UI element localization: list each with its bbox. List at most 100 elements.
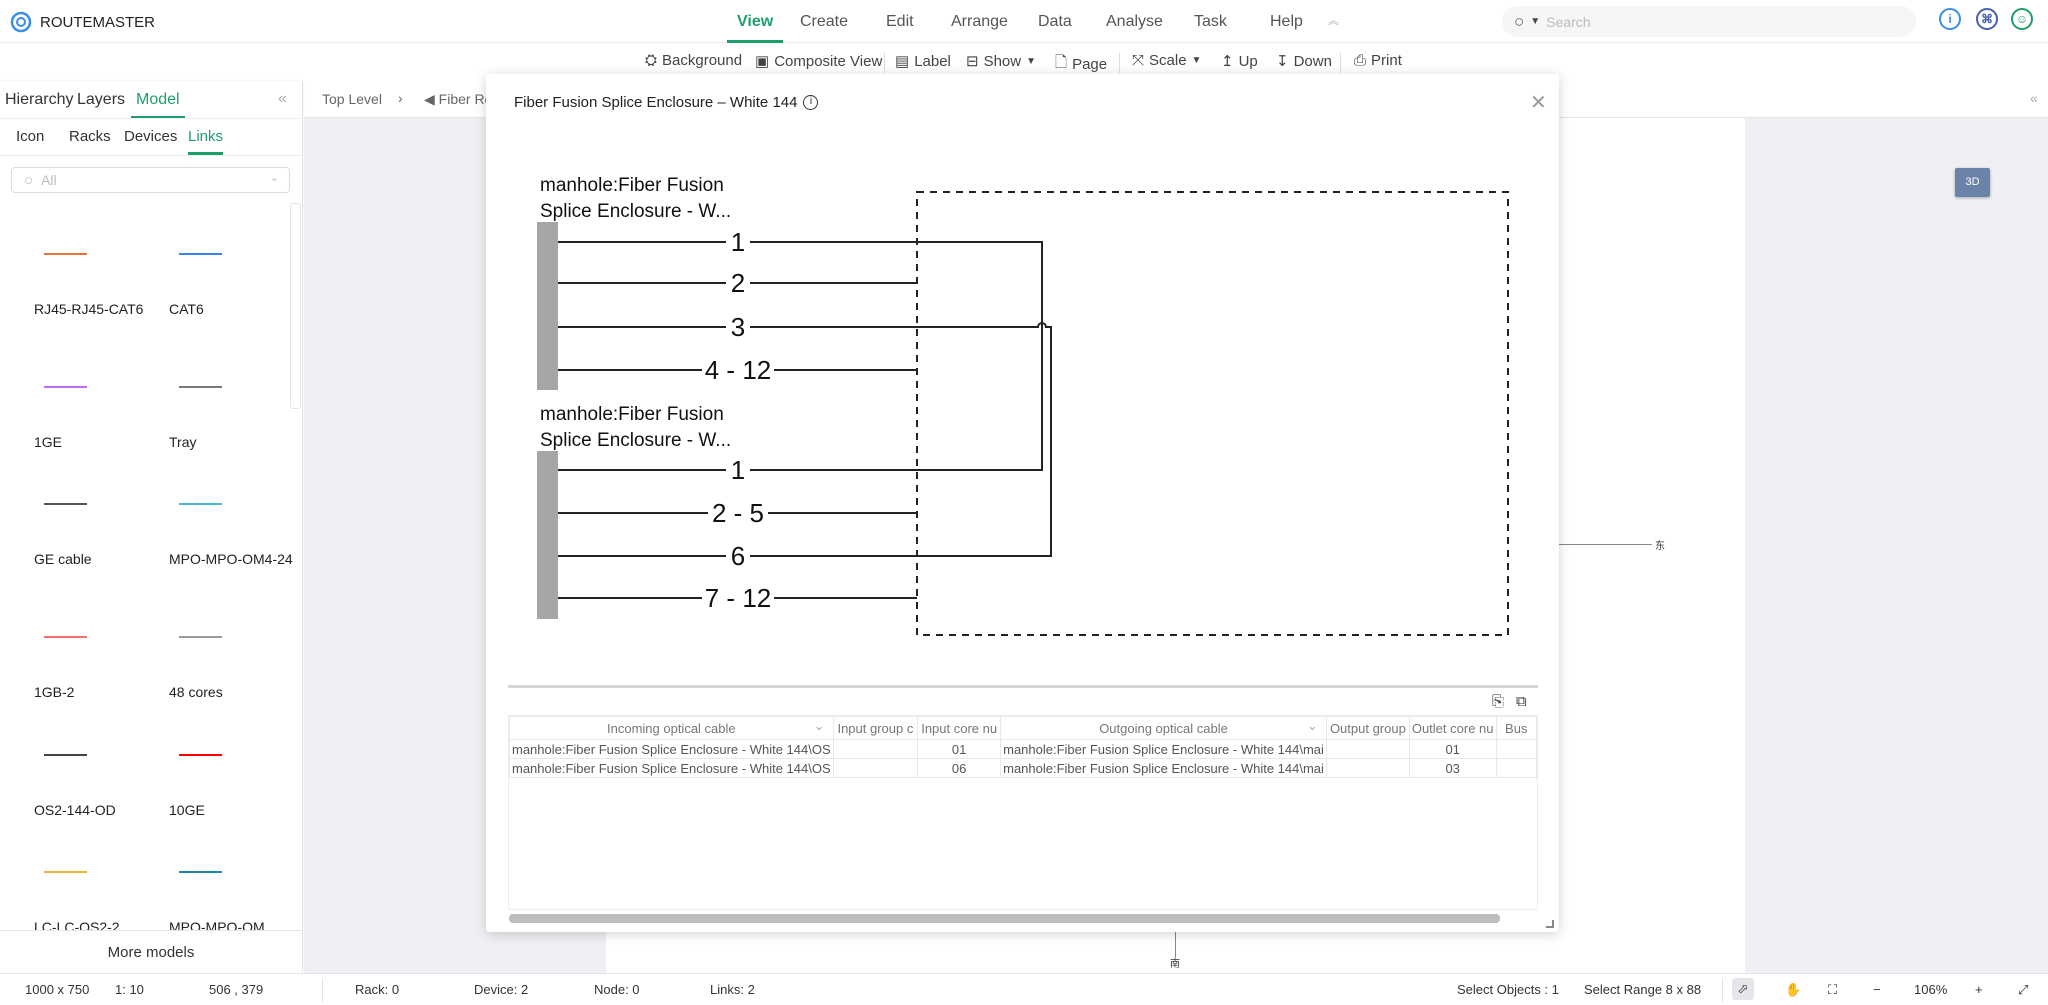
export-excel-icon[interactable]: ⎘	[1492, 693, 1505, 710]
splice-connection-3-6[interactable]	[917, 322, 1052, 557]
breadcrumb-top-level[interactable]: Top Level	[322, 91, 382, 107]
info-icon[interactable]: i	[803, 95, 819, 110]
pointer-tool-icon[interactable]: ⬀	[1732, 978, 1754, 1000]
cable-a-bar[interactable]	[537, 222, 558, 390]
link-model-item[interactable]: OS2-144-OD	[34, 754, 169, 871]
node-count: Node: 0	[594, 982, 640, 997]
link-model-item[interactable]: RJ45-RJ45-CAT6	[34, 253, 169, 370]
link-model-item[interactable]: MPO-MPO-OM4-24	[169, 503, 304, 620]
close-icon[interactable]: ✕	[1530, 92, 1547, 114]
down-button[interactable]: ↧ Down	[1276, 52, 1332, 71]
show-dropdown[interactable]: ⊟ Show ▼	[966, 52, 1036, 71]
horizontal-scrollbar[interactable]	[509, 914, 1500, 923]
collapse-right-icon[interactable]: «	[2030, 90, 2038, 106]
table-row[interactable]: manhole:Fiber Fusion Splice Enclosure - …	[509, 758, 1537, 778]
splitter[interactable]	[508, 685, 1538, 688]
column-header[interactable]: Input group c	[832, 716, 919, 740]
resize-handle[interactable]	[1546, 920, 1554, 928]
divider	[0, 155, 302, 156]
tab-model[interactable]: Model	[131, 81, 185, 118]
subtab-links[interactable]: Links	[188, 118, 224, 155]
model-filter-select[interactable]: ○ All ⌄	[11, 167, 290, 193]
breadcrumb-fiber[interactable]: ◀ Fiber Re	[424, 91, 492, 108]
cable-b-name-1: manhole:Fiber Fusion	[540, 404, 724, 425]
tab-layers[interactable]: Layers	[77, 91, 126, 108]
label-button[interactable]: ▤ Label	[895, 52, 951, 71]
nav-data[interactable]: Data	[1038, 13, 1072, 30]
scrollbar[interactable]	[290, 203, 301, 409]
up-button[interactable]: ↥ Up	[1221, 52, 1258, 71]
info-icon[interactable]: i	[1939, 8, 1961, 30]
link-model-label: GE cable	[34, 551, 92, 567]
link-model-item[interactable]: 10GE	[169, 754, 304, 871]
canvas-size: 1000 x 750	[25, 982, 90, 997]
chevron-down-icon: ⌄	[269, 172, 279, 184]
splice-connection-1-1[interactable]	[917, 241, 1043, 471]
background-button[interactable]: ⛭ Background	[645, 52, 742, 69]
table-cell	[832, 739, 919, 759]
column-header[interactable]: Input core nu	[917, 716, 1002, 740]
chevron-down-icon[interactable]: ▼	[1530, 16, 1541, 27]
page-icon: 🗋	[1055, 54, 1068, 71]
tab-hierarchy[interactable]: Hierarchy	[5, 91, 74, 108]
copy-icon[interactable]: ⧉	[1516, 693, 1527, 710]
link-model-item[interactable]: 1GE	[34, 386, 169, 503]
link-model-item[interactable]: GE cable	[34, 503, 169, 620]
divider	[1722, 978, 1723, 1002]
link-model-item[interactable]: 48 cores	[169, 636, 304, 753]
sort-chevron-icon[interactable]: ⌄	[813, 718, 825, 733]
nav-edit[interactable]: Edit	[886, 13, 914, 30]
print-button[interactable]: ⎙ Print	[1354, 52, 1402, 69]
logo-icon	[10, 11, 32, 33]
pan-hand-icon[interactable]: ✋	[1785, 982, 1802, 997]
fit-screen-icon[interactable]: ⛶	[1828, 982, 1838, 997]
more-models-button[interactable]: More models	[0, 930, 302, 973]
search-placeholder: Search	[1546, 13, 1591, 30]
device-count: Device: 2	[474, 982, 529, 997]
subtab-racks[interactable]: Racks	[69, 128, 111, 145]
link-model-item[interactable]: CAT6	[169, 253, 304, 370]
sort-chevron-icon[interactable]: ⌄	[1307, 718, 1318, 733]
link-model-label: RJ45-RJ45-CAT6	[34, 301, 144, 317]
nav-view[interactable]: View	[727, 0, 784, 43]
nav-analyse[interactable]: Analyse	[1106, 13, 1163, 30]
link-model-item[interactable]: Tray	[169, 386, 304, 503]
scale-ratio: 1: 10	[115, 982, 144, 997]
scale-dropdown[interactable]: ⤧ Scale ▼	[1132, 52, 1201, 69]
nav-arrange[interactable]: Arrange	[951, 13, 1008, 30]
label-icon: ▤	[895, 53, 910, 70]
scale-label: Scale	[1149, 52, 1187, 69]
collapse-left-icon[interactable]: «	[278, 90, 287, 107]
command-icon[interactable]: ⌘	[1976, 8, 1998, 30]
link-swatch	[44, 754, 87, 756]
zoom-in-button[interactable]: +	[1975, 982, 1983, 997]
column-header[interactable]: Outgoing optical cable ⌄	[1000, 716, 1327, 740]
port-label: 6	[731, 541, 745, 571]
nav-task[interactable]: Task	[1194, 13, 1227, 30]
column-header[interactable]: Output group	[1325, 716, 1410, 740]
subtab-devices[interactable]: Devices	[124, 128, 178, 145]
link-swatch	[44, 253, 87, 255]
column-header[interactable]: Incoming optical cable ⌄	[509, 716, 834, 740]
page-button[interactable]: 🗋 Page	[1055, 52, 1107, 77]
composite-view-button[interactable]: ▣ Composite View	[755, 52, 882, 71]
zoom-out-button[interactable]: −	[1873, 982, 1881, 997]
background-label: Background	[662, 52, 743, 69]
link-swatch	[179, 871, 222, 873]
app-name: ROUTEMASTER	[40, 13, 156, 31]
search-input[interactable]: ○ ▼ Search	[1502, 6, 1916, 37]
column-header[interactable]: Outlet core nu	[1408, 716, 1497, 740]
subtab-icon[interactable]: Icon	[16, 128, 45, 145]
table-row[interactable]: manhole:Fiber Fusion Splice Enclosure - …	[509, 739, 1537, 759]
fullscreen-icon[interactable]: ⤢	[2018, 982, 2029, 997]
link-model-item[interactable]: 1GB-2	[34, 636, 169, 753]
nav-help[interactable]: Help	[1270, 13, 1303, 30]
nav-create[interactable]: Create	[800, 13, 849, 30]
cable-b-bar[interactable]	[537, 451, 558, 619]
column-header[interactable]: Bus	[1495, 716, 1537, 740]
user-icon[interactable]: ☺	[2011, 8, 2033, 30]
splice-tray-box[interactable]	[916, 191, 1509, 636]
divider	[322, 978, 323, 1002]
3d-button[interactable]: 3D	[1955, 168, 1990, 197]
double-chevron-up-icon[interactable]: ︽	[1328, 15, 1339, 27]
